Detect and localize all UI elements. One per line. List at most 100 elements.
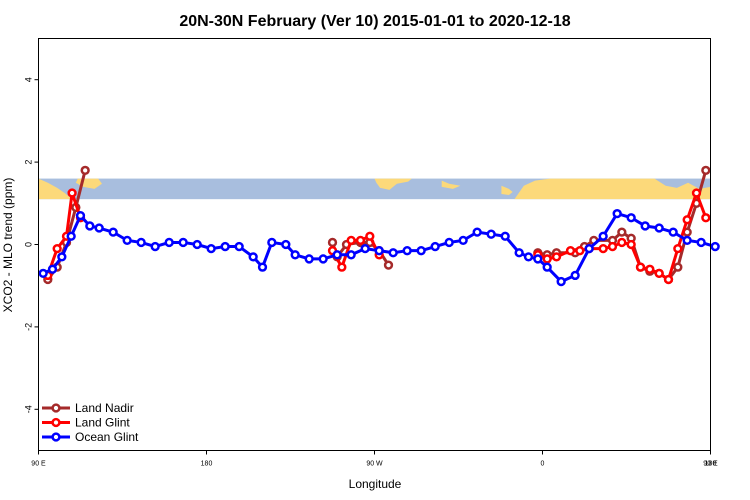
- data-point: [598, 243, 608, 254]
- y-axis-label: XCO2 - MLO trend (ppm): [1, 178, 15, 313]
- y-tick-label: 2: [24, 160, 34, 165]
- data-point: [178, 237, 188, 248]
- data-point: [444, 237, 454, 248]
- data-point: [556, 276, 566, 287]
- x-tick-label: 90 E: [31, 461, 46, 468]
- chart-title: 20N-30N February (Ver 10) 2015-01-01 to …: [179, 13, 570, 30]
- data-point: [355, 235, 366, 246]
- data-point: [551, 252, 562, 262]
- data-point: [430, 241, 440, 252]
- data-point: [360, 243, 370, 254]
- map-land-4: [501, 185, 513, 196]
- series-layer: [38, 165, 720, 287]
- legend-label: Land Nadir: [75, 401, 134, 415]
- x-axis-label: Longitude: [349, 477, 402, 491]
- data-point: [486, 229, 496, 239]
- x-tick-label: 0: [541, 461, 545, 468]
- legend-marker: [51, 417, 61, 428]
- data-point: [617, 237, 627, 248]
- data-point: [248, 252, 258, 262]
- x-tick-label: 90 W: [366, 461, 383, 468]
- data-point: [617, 227, 627, 237]
- data-point: [66, 231, 76, 241]
- data-point: [472, 227, 482, 237]
- data-point: [682, 215, 692, 225]
- x-tick-label: 90 E: [703, 461, 718, 468]
- data-point: [388, 248, 398, 258]
- data-point: [67, 188, 77, 198]
- data-point: [75, 211, 86, 221]
- data-point: [47, 264, 58, 274]
- data-point: [635, 262, 646, 272]
- data-point: [220, 241, 230, 252]
- legend-label: Ocean Glint: [75, 430, 139, 444]
- legend-marker: [51, 432, 61, 442]
- data-point: [654, 223, 664, 233]
- y-tick-label: -2: [24, 323, 34, 331]
- data-point: [318, 254, 328, 264]
- data-point: [365, 231, 375, 241]
- data-point: [304, 254, 314, 264]
- data-point: [673, 243, 683, 254]
- data-point: [150, 241, 160, 252]
- y-tick-label: 4: [24, 77, 34, 82]
- map-land-0: [38, 178, 73, 200]
- data-point: [542, 254, 552, 264]
- data-point: [575, 246, 585, 256]
- data-point: [108, 227, 118, 237]
- y-tick-label: 0: [24, 242, 34, 247]
- data-point: [57, 252, 67, 262]
- data-point: [346, 250, 356, 260]
- data-point: [402, 246, 412, 256]
- data-point: [206, 243, 216, 254]
- x-tick-label: 180: [705, 461, 717, 468]
- data-point: [514, 248, 524, 258]
- x-tick-label: 180: [201, 461, 213, 468]
- data-point: [598, 231, 608, 241]
- data-point: [691, 188, 702, 198]
- map-land-3: [441, 180, 461, 189]
- data-point: [542, 262, 552, 272]
- y-axis: -4 -2 0 2 4: [24, 77, 39, 413]
- data-point: [383, 260, 394, 270]
- data-point: [584, 243, 594, 254]
- legend-item-2: Ocean Glint: [42, 430, 139, 444]
- legend-item-1: Land Glint: [42, 416, 130, 430]
- data-point: [267, 237, 277, 248]
- data-point: [640, 221, 650, 231]
- data-point: [654, 268, 664, 278]
- data-point: [234, 241, 244, 252]
- data-point: [38, 268, 48, 278]
- data-point: [332, 250, 342, 260]
- map-land-2: [374, 178, 412, 190]
- data-point: [565, 246, 576, 256]
- map-land-5: [514, 178, 711, 200]
- data-point: [533, 254, 543, 264]
- data-point: [416, 246, 426, 256]
- data-point: [80, 165, 90, 175]
- data-point: [122, 235, 132, 246]
- data-point: [85, 221, 95, 231]
- data-point: [673, 262, 683, 272]
- legend-item-0: Land Nadir: [42, 401, 134, 415]
- data-point: [337, 262, 347, 272]
- data-point: [94, 223, 104, 233]
- data-point: [701, 165, 711, 175]
- data-point: [682, 235, 692, 246]
- data-point: [645, 264, 655, 274]
- data-point: [570, 270, 580, 281]
- y-tick-label: -4: [24, 405, 34, 413]
- legend-marker: [51, 403, 61, 413]
- legend-label: Land Glint: [75, 416, 130, 430]
- data-point: [327, 237, 338, 248]
- data-point: [290, 250, 300, 260]
- data-point: [52, 243, 62, 254]
- data-point: [458, 235, 468, 246]
- data-point: [257, 262, 268, 272]
- data-point: [523, 252, 534, 262]
- data-point: [136, 237, 146, 248]
- data-point: [346, 235, 356, 246]
